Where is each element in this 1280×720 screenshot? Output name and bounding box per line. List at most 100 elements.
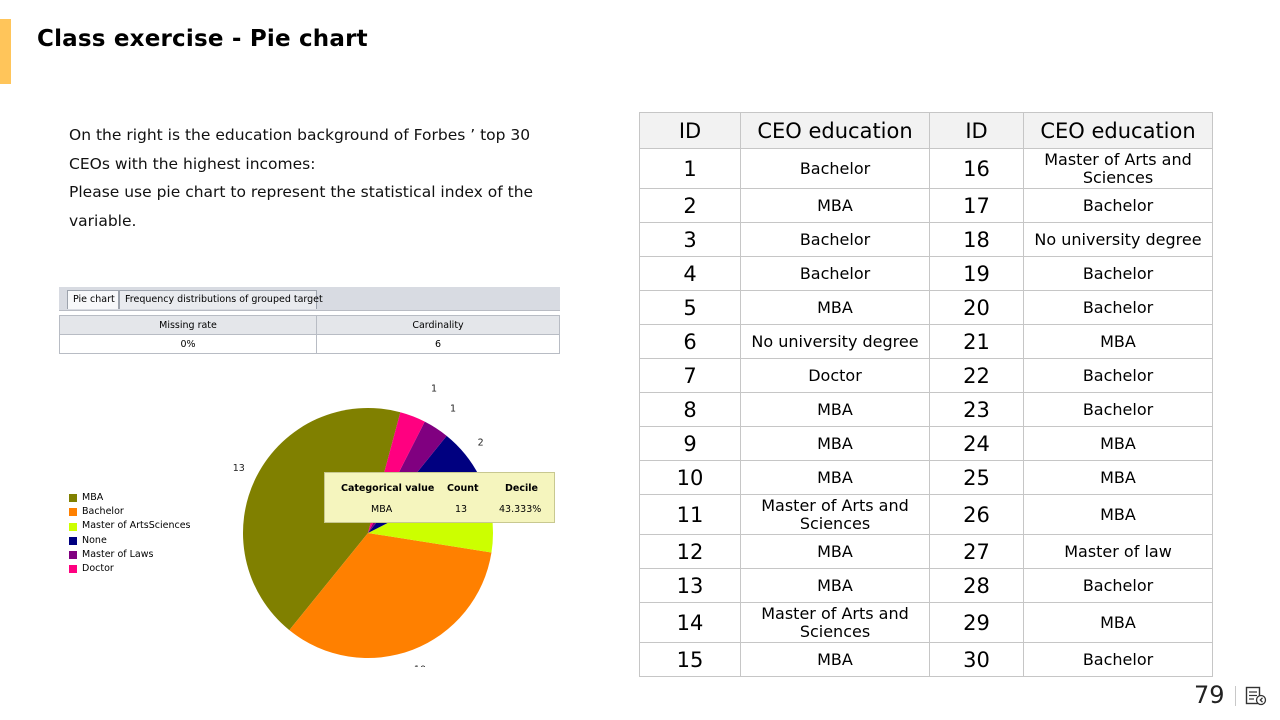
id-cell: 9 [639,426,741,461]
ceo-education-table: ID CEO education ID CEO education 1 Bache… [639,112,1213,677]
table-row: 5 MBA 20 Bachelor [639,290,1213,325]
table-row: 2 MBA 17 Bachelor [639,188,1213,223]
education-cell: Bachelor [1023,568,1213,603]
education-cell: Bachelor [1023,256,1213,291]
table-row: 1 Bachelor 16 Master of Arts and Sciences [639,148,1213,189]
id-cell: 6 [639,324,741,359]
id-cell: 28 [929,568,1024,603]
id-cell: 17 [929,188,1024,223]
education-cell: Bachelor [1023,392,1213,427]
id-cell: 10 [639,460,741,495]
education-cell: No university degree [740,324,930,359]
tooltip-header-categorical-value: Categorical value [341,483,435,494]
education-cell: Doctor [740,358,930,393]
education-cell: Master of Arts and Sciences [740,494,930,535]
id-cell: 12 [639,534,741,569]
legend-swatch [69,522,77,531]
legend-item: Master of ArtsSciences [69,519,191,533]
tooltip-value-count: 13 [455,504,468,515]
id-cell: 4 [639,256,741,291]
id-cell: 25 [929,460,1024,495]
table-header-row: ID CEO education ID CEO education [639,112,1213,149]
education-cell: MBA [740,460,930,495]
header-education-2: CEO education [1023,112,1213,149]
education-cell: MBA [1023,494,1213,535]
missing-rate-value: 0% [59,334,317,354]
tab-pie-chart[interactable]: Pie chart [67,290,119,309]
table-row: 6 No university degree 21 MBA [639,324,1213,359]
education-cell: Master of Arts and Sciences [1023,148,1213,189]
tooltip-value-decile: 43.333% [499,504,542,515]
legend-label: Doctor [82,563,114,575]
chart-legend: MBA Bachelor Master of ArtsSciences None Mas… [69,491,191,576]
table-row: 10 MBA 25 MBA [639,460,1213,495]
legend-label: None [82,534,107,546]
legend-label: Master of ArtsSciences [82,520,191,532]
id-cell: 2 [639,188,741,223]
education-cell: Bachelor [1023,642,1213,677]
education-cell: Master of Arts and Sciences [740,602,930,643]
id-cell: 20 [929,290,1024,325]
legend-item: None [69,534,191,548]
id-cell: 23 [929,392,1024,427]
footer-divider [1235,686,1236,706]
education-cell: MBA [740,426,930,461]
education-cell: Bachelor [1023,358,1213,393]
education-cell: MBA [740,534,930,569]
header-id-1: ID [639,112,741,149]
education-cell: MBA [740,188,930,223]
id-cell: 30 [929,642,1024,677]
legend-item: MBA [69,491,191,505]
education-cell: MBA [1023,460,1213,495]
pie-slice-label: 1 [450,403,456,414]
title-accent-bar [0,19,11,84]
table-row: 15 MBA 30 Bachelor [639,642,1213,677]
id-cell: 3 [639,222,741,257]
legend-swatch [69,565,77,574]
pie-slice-label: 13 [233,463,245,474]
id-cell: 24 [929,426,1024,461]
education-cell: MBA [1023,426,1213,461]
id-cell: 22 [929,358,1024,393]
education-cell: Master of law [1023,534,1213,569]
education-cell: Bachelor [740,222,930,257]
legend-label: Bachelor [82,506,124,518]
slide-title: Class exercise - Pie chart [37,26,368,52]
tab-frequency-distributions[interactable]: Frequency distributions of grouped targe… [119,290,323,309]
tab-bar: Pie chart Frequency distributions of gro… [59,287,560,311]
table-row: 7 Doctor 22 Bachelor [639,358,1213,393]
id-cell: 7 [639,358,741,393]
legend-label: Master of Laws [82,548,154,560]
education-cell: Bachelor [1023,290,1213,325]
slide-navigation-icon[interactable] [1245,686,1267,706]
missing-rate-header: Missing rate [59,315,317,335]
education-cell: Bachelor [740,148,930,189]
id-cell: 8 [639,392,741,427]
education-cell: Bachelor [740,256,930,291]
tooltip-header-count: Count [447,483,479,494]
tooltip-header-decile: Decile [505,483,538,494]
id-cell: 29 [929,602,1024,643]
id-cell: 19 [929,256,1024,291]
id-cell: 21 [929,324,1024,359]
id-cell: 15 [639,642,741,677]
education-cell: MBA [740,642,930,677]
id-cell: 14 [639,602,741,643]
pie-slice-label: 1 [431,384,437,395]
pie-slice-label: 10 [414,664,426,667]
header-id-2: ID [929,112,1024,149]
intro-text: On the right is the education background… [69,121,569,235]
table-row: 4 Bachelor 19 Bachelor [639,256,1213,291]
page-number: 79 [1194,681,1225,709]
legend-swatch [69,550,77,559]
pie-slice[interactable] [289,533,492,658]
table-row: 8 MBA 23 Bachelor [639,392,1213,427]
id-cell: 27 [929,534,1024,569]
tooltip-value-category: MBA [371,504,393,515]
legend-item: Doctor [69,562,191,576]
id-cell: 18 [929,222,1024,257]
pie-slice[interactable] [243,408,401,631]
pie-slice-label: 2 [478,438,484,449]
cardinality-value: 6 [316,334,560,354]
education-cell: MBA [1023,602,1213,643]
